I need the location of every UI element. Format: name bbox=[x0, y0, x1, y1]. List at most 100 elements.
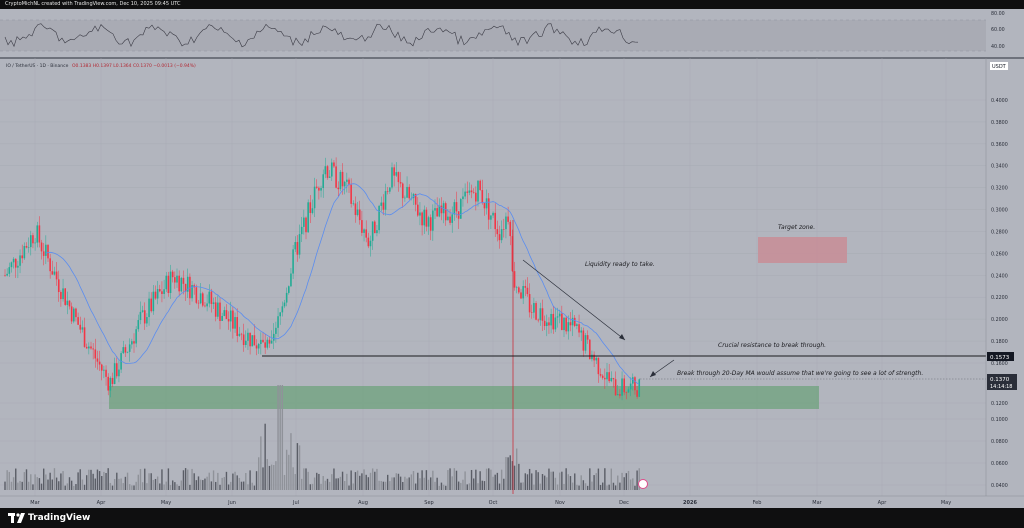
volume-bar bbox=[453, 468, 456, 490]
volume-bar bbox=[531, 473, 533, 490]
candle-body bbox=[77, 317, 79, 325]
volume-bar bbox=[68, 477, 71, 490]
candle-body bbox=[195, 287, 198, 303]
candle-body bbox=[75, 308, 77, 318]
volume-bar bbox=[174, 482, 176, 490]
volume-bar bbox=[410, 474, 413, 490]
candle-body bbox=[128, 344, 131, 352]
candle-body bbox=[275, 327, 277, 334]
price-chart[interactable]: 80.00 60.00 40.00 IO / TetherUS · 1D · Bin… bbox=[0, 9, 1024, 508]
volume-bar bbox=[571, 482, 574, 490]
volume-bar bbox=[32, 484, 34, 490]
volume-bar bbox=[238, 477, 241, 490]
candle-body bbox=[191, 284, 193, 299]
volume-bar bbox=[518, 463, 520, 490]
volume-bar bbox=[118, 478, 120, 490]
volume-bar bbox=[507, 457, 509, 490]
rsi-band bbox=[0, 20, 986, 51]
event-marker-icon[interactable] bbox=[638, 479, 648, 489]
candle-body bbox=[23, 246, 26, 259]
volume-bar bbox=[49, 472, 51, 490]
candle-body bbox=[27, 247, 30, 248]
rsi-tick-label: 60.00 bbox=[991, 27, 1005, 33]
volume-bar bbox=[567, 474, 569, 490]
volume-bar bbox=[311, 483, 314, 490]
volume-bar bbox=[356, 470, 359, 490]
candle-body bbox=[32, 235, 34, 244]
volume-bar bbox=[610, 468, 612, 490]
candle-body bbox=[150, 298, 152, 312]
volume-bar bbox=[202, 480, 204, 490]
volume-bar bbox=[586, 485, 589, 490]
candle-body bbox=[285, 292, 288, 303]
volume-bar bbox=[212, 470, 215, 490]
volume-bar bbox=[111, 485, 114, 490]
candle-body bbox=[14, 258, 17, 268]
volume-bar bbox=[98, 471, 101, 490]
volume-bar bbox=[92, 473, 94, 490]
volume-bar bbox=[524, 473, 526, 490]
volume-bar bbox=[19, 480, 21, 490]
volume-bar bbox=[537, 472, 539, 490]
candle-body bbox=[477, 180, 479, 202]
candle-body bbox=[10, 262, 13, 268]
candle-body bbox=[414, 193, 417, 205]
volume-bar bbox=[427, 479, 430, 490]
candle-body bbox=[515, 287, 518, 289]
candle-body bbox=[100, 364, 103, 371]
volume-bar bbox=[393, 477, 395, 490]
candle-body bbox=[281, 306, 284, 313]
volume-bar bbox=[488, 468, 490, 490]
candle-body bbox=[608, 372, 610, 382]
candle-body bbox=[427, 217, 430, 227]
candle-body bbox=[419, 212, 421, 216]
volume-bar bbox=[363, 469, 365, 490]
volume-bar bbox=[477, 483, 479, 490]
candlesticks bbox=[4, 157, 641, 401]
volume-bar bbox=[318, 473, 320, 490]
candle-body bbox=[434, 208, 436, 211]
volume-bar bbox=[195, 480, 198, 490]
candle-body bbox=[530, 312, 533, 313]
candle-body bbox=[208, 291, 211, 304]
volume-bar bbox=[328, 481, 331, 490]
candle-body bbox=[432, 210, 434, 231]
volume-bar bbox=[240, 481, 243, 490]
candle-body bbox=[371, 221, 374, 241]
candle-body bbox=[199, 293, 202, 304]
volume-bar bbox=[75, 484, 77, 490]
time-tick-label: 2026 bbox=[683, 500, 697, 506]
candle-body bbox=[315, 186, 318, 188]
candle-body bbox=[30, 235, 32, 248]
candle-body bbox=[141, 310, 144, 312]
candle-body bbox=[576, 324, 578, 326]
candle-body bbox=[589, 339, 591, 360]
time-tick-label: Apr bbox=[878, 500, 888, 506]
candle-body bbox=[257, 343, 260, 349]
candle-body bbox=[526, 287, 529, 295]
volume-bar bbox=[419, 478, 421, 490]
volume-bar bbox=[296, 443, 299, 490]
candle-body bbox=[520, 292, 522, 299]
volume-bar bbox=[303, 468, 305, 490]
candle-body bbox=[533, 303, 535, 313]
volume-bar bbox=[387, 474, 389, 490]
volume-bar bbox=[455, 470, 458, 490]
volume-bar bbox=[309, 484, 311, 490]
volume-bar bbox=[625, 473, 628, 490]
price-tick-label: 0.3000 bbox=[991, 208, 1008, 214]
candle-body bbox=[397, 172, 400, 183]
candle-body bbox=[361, 220, 363, 233]
candle-body bbox=[586, 335, 589, 340]
candle-body bbox=[348, 179, 350, 185]
candle-body bbox=[354, 203, 357, 216]
candle-body bbox=[374, 221, 376, 234]
candle-body bbox=[597, 357, 600, 375]
time-tick-label: Jul bbox=[292, 500, 299, 506]
countdown-text: 14:14:18 bbox=[990, 384, 1012, 390]
volume-bar bbox=[576, 484, 578, 490]
rsi-axis: 80.00 60.00 40.00 bbox=[991, 11, 1005, 50]
candle-body bbox=[279, 312, 281, 317]
candle-body bbox=[116, 363, 118, 377]
volume-bar bbox=[371, 468, 374, 490]
